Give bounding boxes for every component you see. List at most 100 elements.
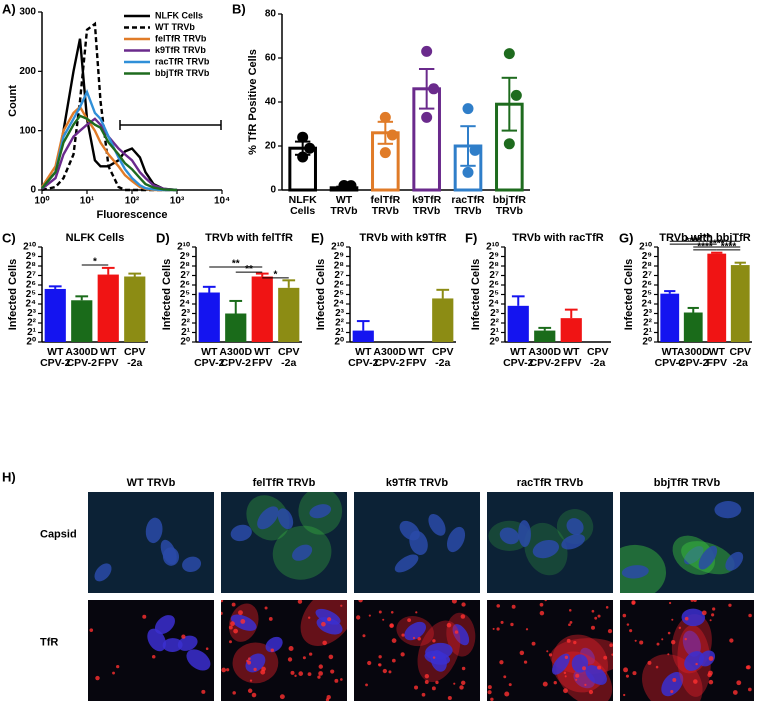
y-axis-label: Infected Cells xyxy=(7,259,19,331)
y-tick-label: 2⁰ xyxy=(180,337,190,348)
bar xyxy=(97,274,119,342)
speckle xyxy=(496,627,500,631)
speckle xyxy=(414,685,419,690)
x-tick-label-box: racTfR TRVb xyxy=(451,195,484,217)
speckle xyxy=(631,601,636,605)
speckle xyxy=(251,692,257,698)
nucleus xyxy=(186,649,211,671)
speckle xyxy=(432,656,436,659)
y-tick-label: 2⁴ xyxy=(25,299,36,310)
y-tick-label: 60 xyxy=(265,53,277,64)
y-tick-label: 2⁴ xyxy=(333,299,344,310)
x-tick-label-box: WT FPV xyxy=(706,346,727,369)
speckle xyxy=(228,625,233,630)
speckle xyxy=(308,652,313,656)
nucleus xyxy=(409,530,428,555)
speckle xyxy=(693,600,697,602)
speckle xyxy=(623,667,629,673)
y-tick-label: 2² xyxy=(27,318,37,329)
speckle xyxy=(667,653,670,656)
x-tick-label: A300D CPV-2 xyxy=(219,346,253,369)
column-header: bbjTfR TRVb xyxy=(654,477,721,489)
y-axis-label: Infected Cells xyxy=(161,259,173,331)
x-tick-label-box: CPV -2a xyxy=(729,347,751,369)
speckle xyxy=(302,656,306,660)
speckle xyxy=(382,668,387,674)
y-axis-label: Count xyxy=(7,85,19,117)
speckle xyxy=(205,647,209,650)
legend-label: bbjTfR TRVb xyxy=(155,68,210,78)
bar xyxy=(560,318,582,342)
data-point xyxy=(428,83,440,95)
y-tick-label: 2² xyxy=(181,318,191,329)
speckle xyxy=(288,646,294,652)
nucleus xyxy=(257,506,279,530)
speckle xyxy=(690,600,694,602)
panel-letter: D) xyxy=(156,230,170,245)
x-tick-label-box: WT CPV-2 xyxy=(503,347,533,369)
speckle xyxy=(230,621,235,627)
speckle xyxy=(231,602,236,607)
micrograph xyxy=(88,492,214,593)
y-tick-label: 2⁵ xyxy=(180,289,191,300)
speckle xyxy=(294,674,297,678)
x-tick-label-box: A300D CPV-2 xyxy=(219,346,253,369)
speckle xyxy=(523,660,528,664)
bar xyxy=(507,305,529,342)
speckle xyxy=(611,653,613,656)
y-tick-label: 2⁸ xyxy=(334,261,345,272)
speckle xyxy=(453,682,456,685)
speckle xyxy=(298,671,304,676)
nucleus xyxy=(404,621,427,641)
x-tick-label-box: WT CPV-2 xyxy=(655,347,685,369)
x-tick-label: 10³ xyxy=(170,196,185,207)
chart-title: TRVb with racTfR xyxy=(512,232,604,244)
y-tick-label: 20 xyxy=(265,141,277,152)
micrograph xyxy=(354,600,480,701)
speckle xyxy=(656,642,660,646)
y-tick-label: 2¹⁰ xyxy=(639,242,652,253)
speckle xyxy=(226,668,230,672)
y-tick-label: 2⁰ xyxy=(489,337,499,348)
bar xyxy=(707,253,727,342)
speckle xyxy=(95,675,100,681)
panel-letter: B) xyxy=(232,1,246,16)
bar xyxy=(534,330,556,342)
x-tick-label: WT FPV xyxy=(706,346,727,369)
speckle xyxy=(531,641,536,646)
row-label: TfR xyxy=(40,636,58,648)
x-tick-label-box: bbjTfR TRVb xyxy=(493,195,526,217)
bar xyxy=(198,292,220,342)
x-tick-label-box: A300D CPV-2 xyxy=(65,347,98,369)
nucleus xyxy=(309,504,332,519)
speckle xyxy=(432,639,436,643)
x-tick-label: 10⁴ xyxy=(214,196,230,207)
y-axis-label: Infected Cells xyxy=(315,259,327,331)
data-point xyxy=(421,45,433,57)
nucleus xyxy=(532,539,560,559)
y-tick-label: 2⁰ xyxy=(642,337,652,348)
speckle xyxy=(668,601,672,605)
y-tick-label: 0 xyxy=(270,185,276,196)
series-line xyxy=(41,21,177,192)
speckle xyxy=(661,638,664,641)
x-tick-label: WT CPV-2 xyxy=(348,346,379,369)
speckle xyxy=(151,654,156,659)
speckle xyxy=(711,613,715,617)
x-tick-label-box: A300D CPV-2 xyxy=(528,347,561,369)
speckle xyxy=(238,610,243,616)
speckle xyxy=(447,695,452,701)
nucleus xyxy=(499,527,520,545)
row-label: Capsid xyxy=(40,528,77,540)
speckle xyxy=(264,606,268,610)
speckle xyxy=(116,664,120,669)
x-tick-label-box: felTfR TRVb xyxy=(370,195,400,217)
speckle xyxy=(268,617,273,621)
significance-label: **** xyxy=(685,236,701,247)
speckle xyxy=(684,616,689,621)
speckle xyxy=(499,660,504,665)
y-tick-label: 2⁶ xyxy=(180,280,190,291)
y-tick-label: 2⁴ xyxy=(488,299,499,310)
speckle xyxy=(670,639,676,645)
